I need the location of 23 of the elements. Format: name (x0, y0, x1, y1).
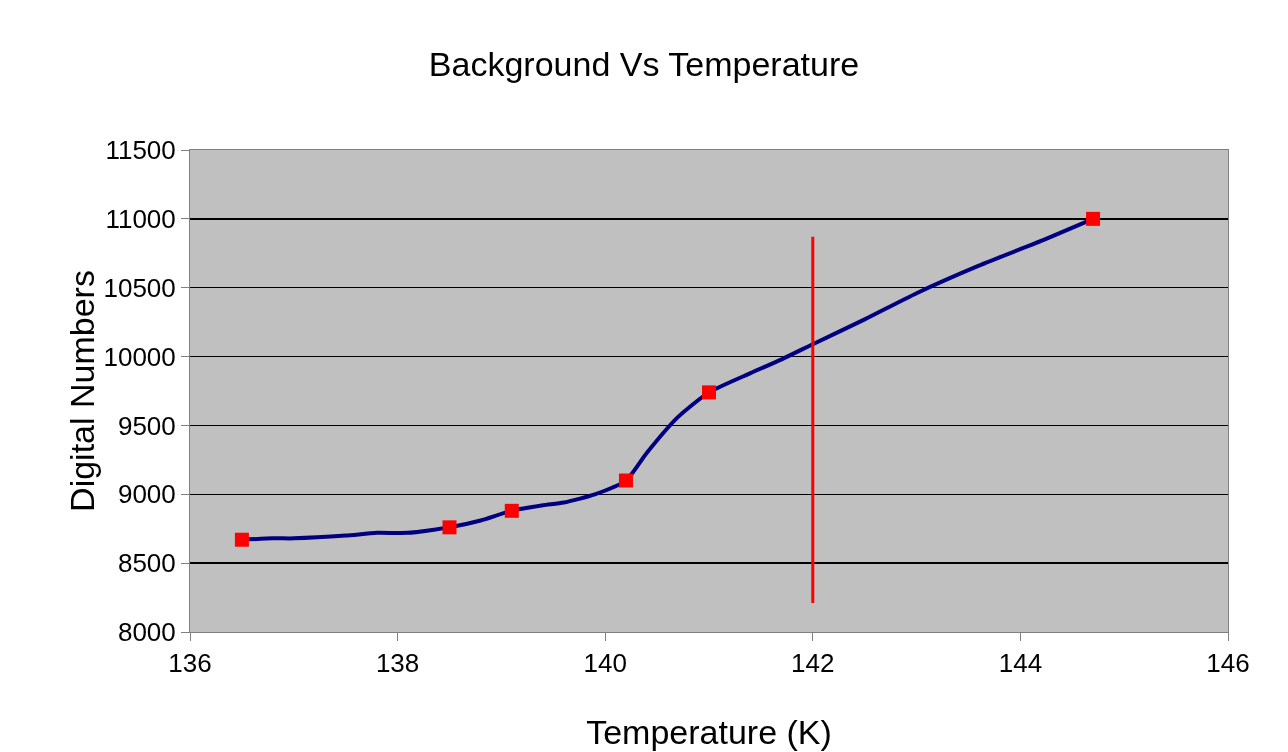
x-tick-label: 136 (168, 648, 212, 679)
point (702, 385, 716, 400)
y-tick-label: 11500 (105, 135, 176, 166)
y-tick-label: 10500 (103, 272, 176, 303)
y-tick-label: 8500 (117, 548, 176, 579)
y-tick-label: 10000 (103, 341, 176, 372)
chart-title: Background Vs Temperature (428, 45, 860, 84)
x-axis-title: Temperature (K) (586, 713, 832, 751)
y-axis-title: Digital Numbers (63, 270, 102, 512)
y-tick-label: 8000 (117, 617, 176, 648)
x-tick-label: 142 (791, 648, 835, 679)
x-tick-label: 144 (998, 648, 1043, 679)
point (1086, 211, 1101, 226)
point (234, 532, 249, 547)
y-tick-label: 11000 (105, 203, 176, 234)
y-tick-label: 9000 (117, 479, 176, 510)
x-tick-label: 146 (1206, 648, 1250, 679)
x-tick-label: 138 (375, 648, 420, 679)
point (504, 503, 519, 518)
y-tick-label: 9500 (117, 410, 176, 441)
x-tick-label: 140 (583, 648, 627, 679)
point (618, 473, 633, 488)
point (442, 520, 457, 535)
